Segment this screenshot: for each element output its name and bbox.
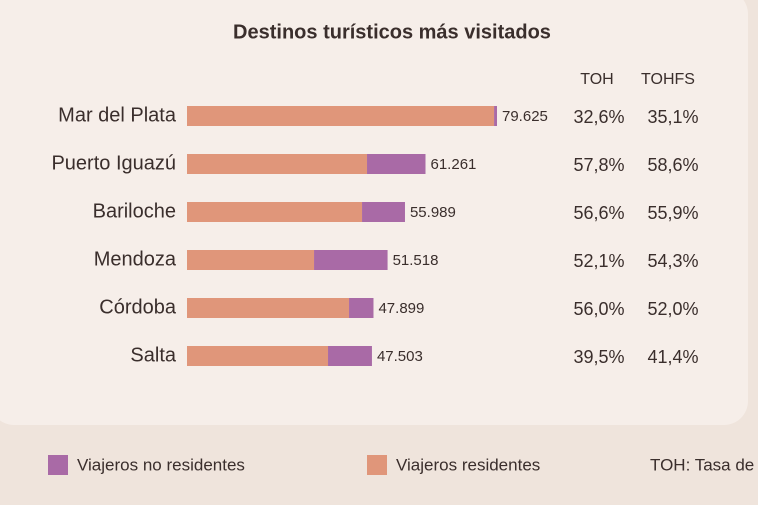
toh-value: 56,6% — [573, 203, 624, 223]
total-label: 51.518 — [393, 252, 439, 269]
bar-segment — [187, 250, 315, 270]
toh-value: 57,8% — [573, 155, 624, 175]
legend-label: Viajeros residentes — [396, 455, 540, 474]
total-label: 47.899 — [378, 300, 424, 317]
category-label: Salta — [130, 344, 176, 366]
bar-segment — [494, 106, 497, 126]
bar-segment — [187, 154, 368, 174]
toh-value: 32,6% — [573, 107, 624, 127]
total-label: 79.625 — [502, 108, 548, 125]
column-header: TOH — [580, 71, 613, 88]
toh-value: 52,1% — [573, 251, 624, 271]
legend-label: Viajeros no residentes — [77, 455, 245, 474]
tohfs-value: 52,0% — [647, 299, 698, 319]
tohfs-value: 41,4% — [647, 347, 698, 367]
total-label: 55.989 — [410, 204, 456, 221]
bar-segment — [314, 250, 388, 270]
tohfs-value: 55,9% — [647, 203, 698, 223]
bar-segment — [367, 154, 426, 174]
bar-segment — [187, 298, 350, 318]
toh-value: 39,5% — [573, 347, 624, 367]
legend-swatch — [48, 455, 68, 475]
footnote: TOH: Tasa de — [650, 455, 754, 474]
toh-value: 56,0% — [573, 299, 624, 319]
category-label: Córdoba — [99, 296, 177, 318]
bar-segment — [328, 346, 372, 366]
bar-segment — [187, 346, 329, 366]
bar-segment — [349, 298, 374, 318]
category-label: Puerto Iguazú — [51, 152, 176, 174]
total-label: 47.503 — [377, 348, 423, 365]
legend-swatch — [367, 455, 387, 475]
total-label: 61.261 — [431, 156, 477, 173]
category-label: Mar del Plata — [58, 104, 177, 126]
chart-title: Destinos turísticos más visitados — [233, 21, 551, 43]
bar-segment — [362, 202, 405, 222]
tohfs-value: 54,3% — [647, 251, 698, 271]
tohfs-value: 58,6% — [647, 155, 698, 175]
category-label: Mendoza — [94, 248, 177, 270]
category-label: Bariloche — [93, 200, 176, 222]
column-header: TOHFS — [641, 71, 695, 88]
bar-segment — [187, 202, 363, 222]
bar-segment — [187, 106, 495, 126]
tohfs-value: 35,1% — [647, 107, 698, 127]
